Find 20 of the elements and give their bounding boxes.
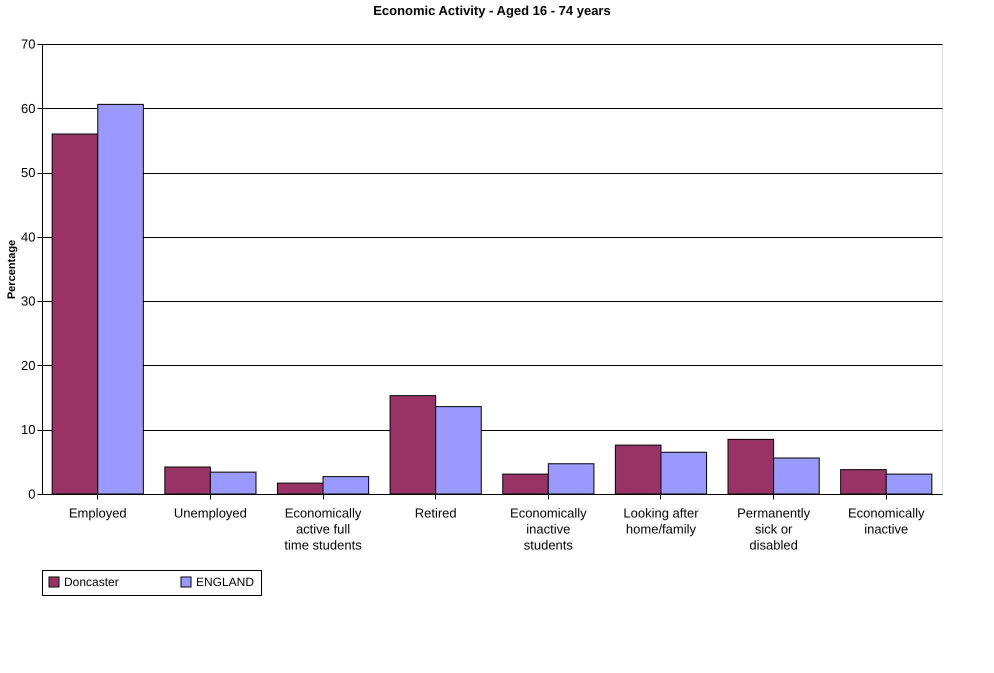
x-tick-label: Economically inactive (848, 506, 926, 536)
x-tick-label: Unemployed (174, 506, 247, 520)
x-tick-label: Permanently sick or disabled (737, 506, 811, 552)
y-tick-label: 0 (28, 486, 36, 502)
y-tick-label: 40 (21, 229, 36, 244)
x-tick-label: Employed (68, 506, 127, 520)
y-tick-label: 10 (21, 422, 36, 438)
x-tick-label: Economically inactive students (510, 506, 588, 552)
legend-label: ENGLAND (196, 575, 254, 589)
x-tick-label: Economically active full time students (284, 506, 362, 552)
y-tick-label: 30 (21, 294, 36, 309)
y-axis-title: Percentage (6, 240, 18, 300)
x-tick-label: Looking after home/family (623, 506, 700, 536)
y-tick-label: 60 (21, 100, 36, 116)
legend-label: Doncaster (64, 575, 119, 589)
y-tick-label: 50 (21, 165, 36, 180)
chart-title: Economic Activity - Aged 16 - 74 years (373, 3, 611, 18)
y-tick-label: 70 (21, 36, 36, 52)
y-tick-label: 20 (21, 358, 36, 373)
x-tick-label: Retired (414, 506, 457, 520)
